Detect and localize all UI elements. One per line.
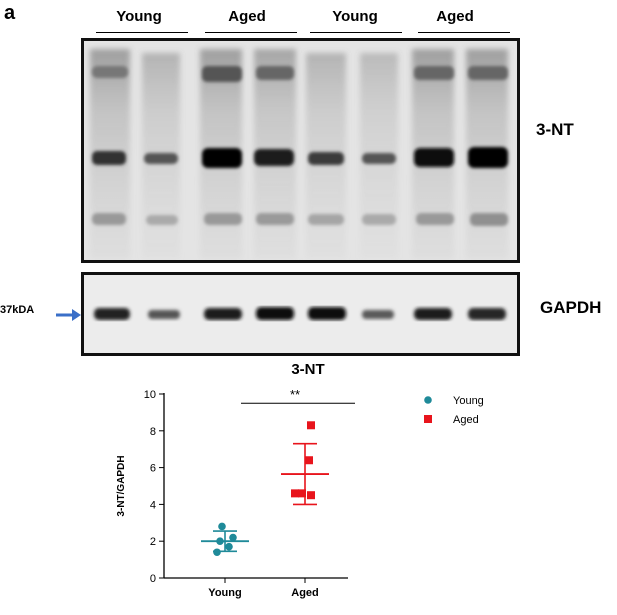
data-point <box>298 489 306 498</box>
lane-group-line <box>205 32 297 33</box>
data-point <box>225 542 233 551</box>
lane-group-line <box>418 32 510 33</box>
data-point <box>291 489 299 498</box>
3nt-blot-image <box>81 38 520 263</box>
y-tick-label: 2 <box>150 536 156 548</box>
x-tick-label: Young <box>208 587 241 599</box>
lane-group-line <box>310 32 402 33</box>
3nt-blot-label: 3-NT <box>536 120 574 139</box>
data-point <box>213 548 221 557</box>
lane-group-label: Aged <box>436 8 474 25</box>
legend-marker <box>424 415 432 423</box>
data-point <box>216 537 224 545</box>
data-point <box>229 533 237 542</box>
chart-canvas: 3-NT 3-NT/GAPDH 0 2 4 6 8 10 Young Aged ** Young A… <box>116 361 484 599</box>
gapdh-blot-image <box>81 272 520 356</box>
legend-label: Young <box>453 395 484 407</box>
lane-group-label: Aged <box>228 8 266 25</box>
y-tick-label: 6 <box>150 463 156 475</box>
chart-title: 3-NT <box>291 361 324 378</box>
y-axis-label: 3-NT/GAPDH <box>116 455 127 516</box>
data-point <box>307 491 315 500</box>
y-tick-label: 4 <box>150 499 156 511</box>
significance-label: ** <box>290 387 300 402</box>
gapdh-blot-label: GAPDH <box>540 298 602 317</box>
molecular-weight-marker: 37kDA <box>0 304 35 316</box>
legend-label: Aged <box>453 414 479 426</box>
y-tick-label: 8 <box>150 426 156 438</box>
x-tick-label: Aged <box>291 587 319 599</box>
marker-arrow-icon <box>56 309 81 321</box>
data-point <box>305 456 313 465</box>
legend-marker <box>424 396 432 404</box>
y-tick-label: 10 <box>144 389 156 401</box>
scatter-chart: 3-NT 3-NT/GAPDH 0 2 4 6 8 10 Young Aged ** Young A… <box>90 358 530 610</box>
data-point <box>307 421 315 430</box>
lane-group-line <box>96 32 188 33</box>
panel-letter: a <box>4 2 16 24</box>
y-tick-label: 0 <box>150 573 156 585</box>
lane-group-label: Young <box>116 8 162 25</box>
data-point <box>218 522 226 531</box>
lane-group-label: Young <box>332 8 378 25</box>
